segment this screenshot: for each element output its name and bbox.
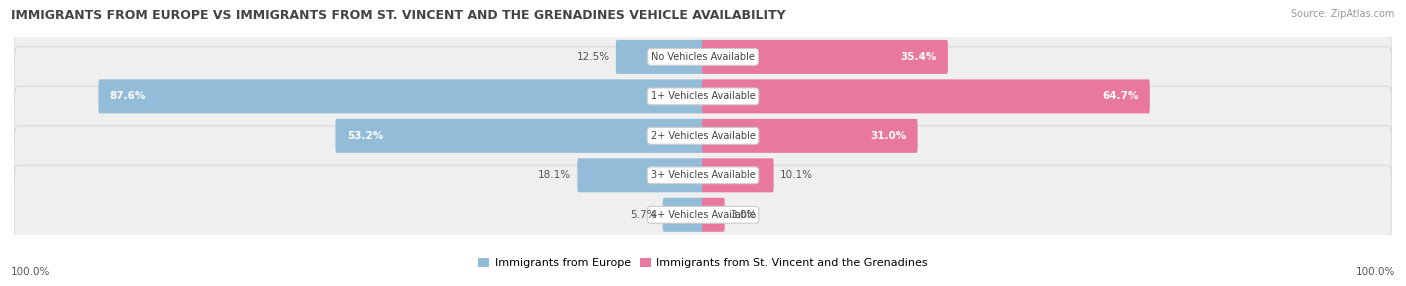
Text: Source: ZipAtlas.com: Source: ZipAtlas.com: [1291, 9, 1395, 19]
FancyBboxPatch shape: [98, 80, 704, 113]
Text: 100.0%: 100.0%: [11, 267, 51, 277]
FancyBboxPatch shape: [702, 119, 918, 153]
Text: IMMIGRANTS FROM EUROPE VS IMMIGRANTS FROM ST. VINCENT AND THE GRENADINES VEHICLE: IMMIGRANTS FROM EUROPE VS IMMIGRANTS FRO…: [11, 9, 786, 21]
FancyBboxPatch shape: [14, 7, 1392, 106]
FancyBboxPatch shape: [336, 119, 704, 153]
Text: 12.5%: 12.5%: [576, 52, 610, 62]
Text: 3.0%: 3.0%: [731, 210, 756, 220]
Text: 4+ Vehicles Available: 4+ Vehicles Available: [651, 210, 755, 220]
Text: 35.4%: 35.4%: [900, 52, 936, 62]
FancyBboxPatch shape: [14, 86, 1392, 185]
FancyBboxPatch shape: [702, 198, 724, 232]
Text: 53.2%: 53.2%: [347, 131, 382, 141]
Text: 64.7%: 64.7%: [1102, 92, 1139, 101]
FancyBboxPatch shape: [702, 80, 1150, 113]
Text: 18.1%: 18.1%: [538, 170, 571, 180]
FancyBboxPatch shape: [702, 40, 948, 74]
FancyBboxPatch shape: [616, 40, 704, 74]
FancyBboxPatch shape: [14, 47, 1392, 146]
Text: 1+ Vehicles Available: 1+ Vehicles Available: [651, 92, 755, 101]
Text: No Vehicles Available: No Vehicles Available: [651, 52, 755, 62]
Text: 31.0%: 31.0%: [870, 131, 907, 141]
FancyBboxPatch shape: [14, 165, 1392, 264]
FancyBboxPatch shape: [702, 158, 773, 192]
FancyBboxPatch shape: [14, 126, 1392, 225]
Text: 87.6%: 87.6%: [110, 92, 146, 101]
FancyBboxPatch shape: [578, 158, 704, 192]
Text: 10.1%: 10.1%: [779, 170, 813, 180]
Text: 100.0%: 100.0%: [1355, 267, 1395, 277]
Text: 3+ Vehicles Available: 3+ Vehicles Available: [651, 170, 755, 180]
Legend: Immigrants from Europe, Immigrants from St. Vincent and the Grenadines: Immigrants from Europe, Immigrants from …: [474, 253, 932, 272]
FancyBboxPatch shape: [662, 198, 704, 232]
Text: 2+ Vehicles Available: 2+ Vehicles Available: [651, 131, 755, 141]
Text: 5.7%: 5.7%: [630, 210, 657, 220]
